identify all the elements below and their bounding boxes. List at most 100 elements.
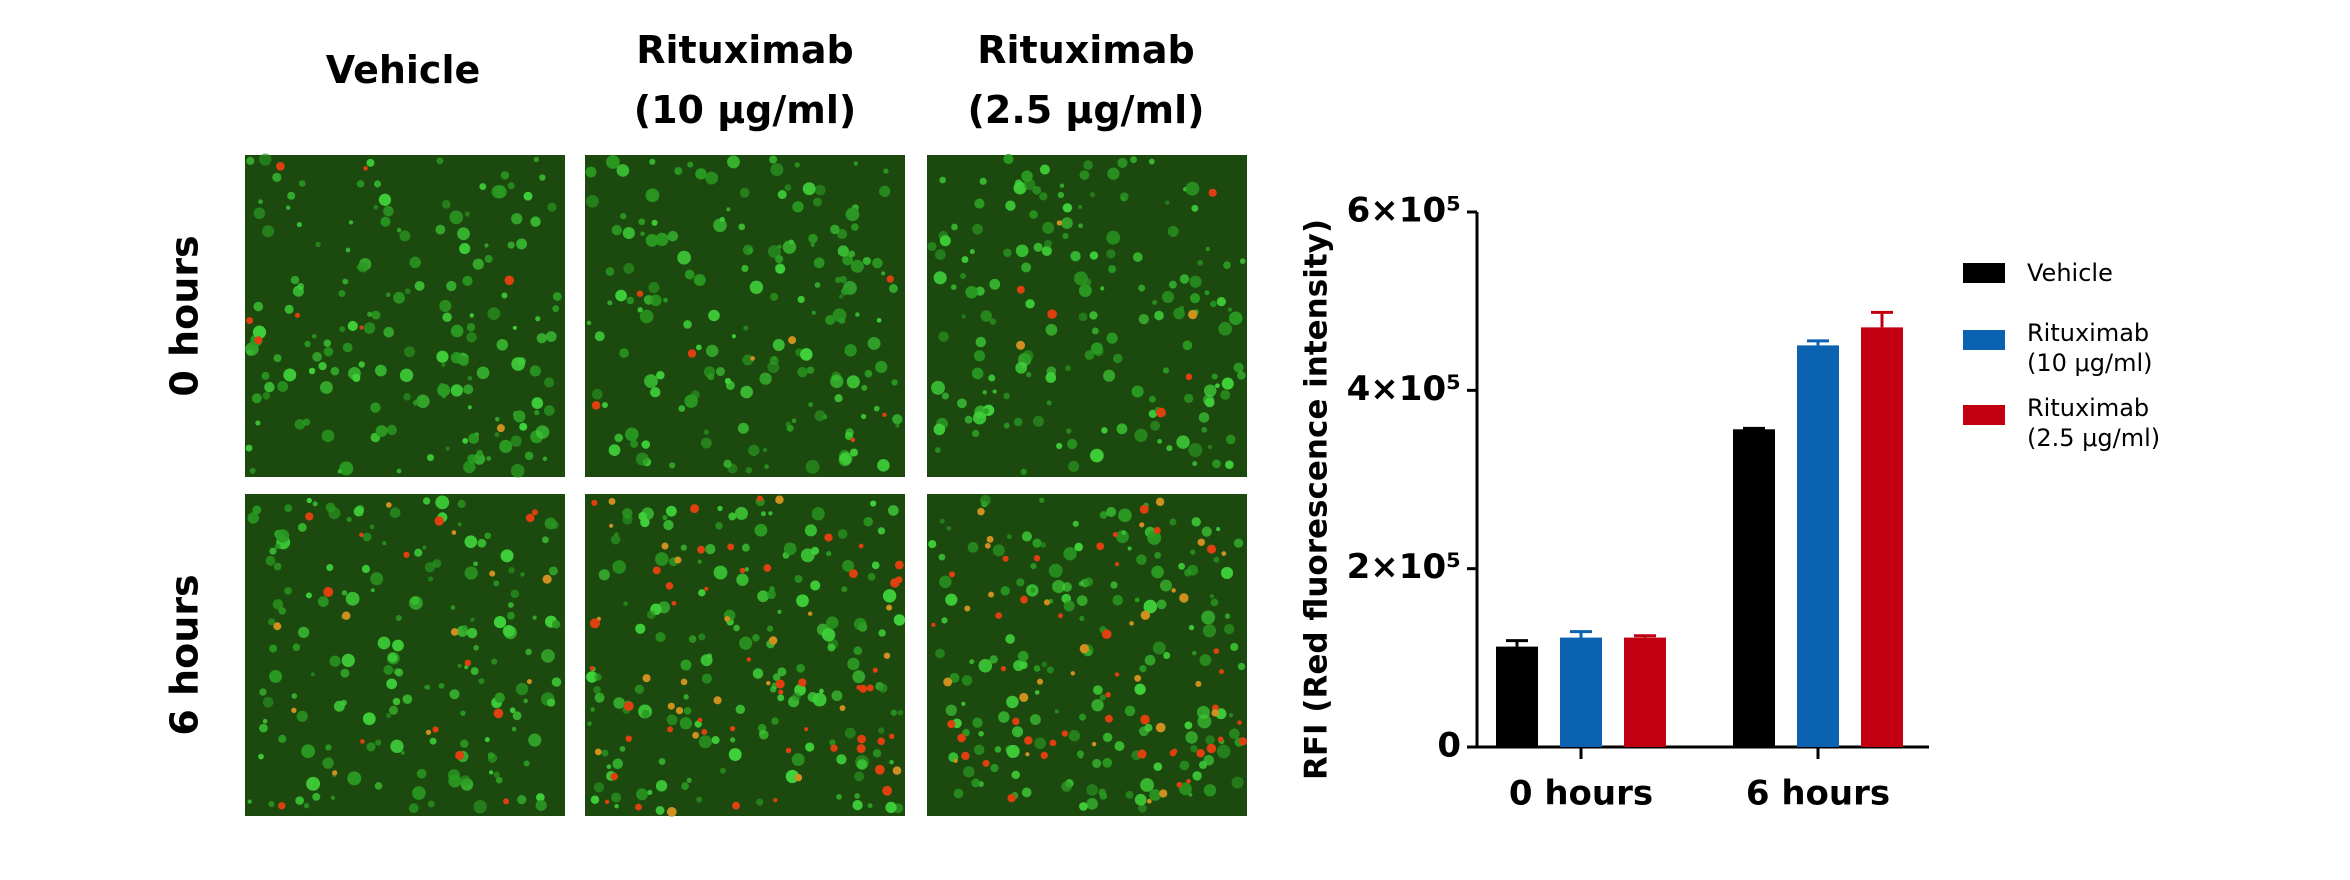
cell bbox=[1225, 434, 1236, 445]
cell bbox=[285, 205, 291, 210]
cell bbox=[467, 375, 473, 381]
cell bbox=[493, 185, 507, 199]
dead-cell bbox=[964, 605, 971, 612]
cell bbox=[321, 429, 335, 443]
cell bbox=[259, 153, 272, 166]
cell bbox=[813, 197, 822, 207]
cell bbox=[759, 729, 769, 740]
cell bbox=[738, 223, 746, 231]
legend-label: Rituximab (2.5 μg/ml) bbox=[2027, 394, 2161, 452]
cell bbox=[269, 547, 277, 555]
cell bbox=[645, 188, 660, 203]
cell bbox=[292, 285, 304, 297]
cell bbox=[745, 466, 753, 474]
cell bbox=[855, 312, 860, 317]
cell bbox=[1190, 549, 1196, 555]
dead-cell bbox=[697, 717, 703, 723]
cell bbox=[826, 616, 839, 629]
cell bbox=[447, 769, 460, 782]
cell bbox=[848, 250, 856, 258]
cell bbox=[822, 414, 828, 420]
dead-cell bbox=[892, 766, 902, 775]
cell bbox=[392, 639, 404, 652]
dead-cell bbox=[856, 744, 866, 754]
cell bbox=[284, 504, 293, 513]
cell bbox=[298, 626, 310, 638]
cell bbox=[424, 561, 436, 573]
cell bbox=[1131, 385, 1144, 398]
cell bbox=[408, 595, 423, 610]
cell bbox=[534, 409, 540, 416]
cell bbox=[889, 759, 894, 765]
cell bbox=[975, 286, 985, 296]
cell bbox=[283, 368, 297, 382]
dead-cell bbox=[332, 770, 338, 776]
cell bbox=[934, 249, 946, 261]
dead-cell bbox=[1196, 748, 1205, 758]
cell bbox=[399, 230, 411, 242]
cell bbox=[772, 673, 781, 681]
dead-cell bbox=[1114, 562, 1120, 567]
cell bbox=[845, 207, 860, 222]
cell bbox=[1149, 788, 1162, 801]
cell bbox=[544, 377, 555, 388]
cell bbox=[1039, 164, 1050, 175]
dead-cell bbox=[1218, 669, 1224, 675]
cell bbox=[345, 247, 351, 253]
cell bbox=[1114, 741, 1125, 752]
dead-cell bbox=[768, 636, 778, 645]
dead-cell bbox=[1020, 595, 1028, 604]
dead-cell bbox=[1105, 692, 1111, 698]
cell bbox=[460, 710, 466, 716]
dead-cell bbox=[794, 773, 803, 782]
cell bbox=[805, 742, 815, 752]
cell bbox=[1237, 662, 1246, 671]
cell bbox=[614, 532, 619, 537]
cell bbox=[679, 717, 693, 730]
cell bbox=[974, 198, 985, 209]
cell bbox=[777, 190, 787, 200]
cell bbox=[1203, 784, 1217, 797]
cell bbox=[259, 688, 267, 696]
dead-cell bbox=[713, 696, 722, 705]
dead-cell bbox=[984, 542, 991, 549]
cell bbox=[786, 424, 794, 432]
cell bbox=[852, 670, 866, 684]
cell bbox=[1204, 290, 1210, 296]
cell bbox=[1156, 599, 1167, 610]
dead-cell bbox=[503, 798, 510, 805]
cell bbox=[366, 158, 375, 167]
dead-cell bbox=[661, 542, 669, 550]
cell bbox=[1062, 232, 1069, 240]
cell bbox=[1015, 244, 1029, 258]
dead-cell bbox=[625, 735, 633, 742]
dead-cell bbox=[692, 731, 700, 739]
dead-cell bbox=[273, 622, 282, 631]
cell bbox=[301, 744, 315, 759]
cell bbox=[277, 380, 289, 392]
dead-cell bbox=[1139, 504, 1149, 514]
cell bbox=[450, 384, 463, 397]
cell bbox=[836, 754, 847, 765]
cell bbox=[532, 615, 537, 620]
cell bbox=[516, 238, 528, 250]
cell bbox=[613, 697, 625, 709]
cell bbox=[523, 191, 533, 201]
cell bbox=[698, 735, 712, 749]
cell bbox=[1127, 546, 1132, 551]
cell bbox=[383, 665, 394, 675]
cell bbox=[752, 668, 764, 679]
dead-cell bbox=[773, 798, 778, 803]
cell bbox=[601, 749, 609, 757]
cell bbox=[536, 793, 545, 802]
cell bbox=[891, 379, 898, 386]
cell bbox=[1005, 200, 1016, 211]
cell bbox=[705, 344, 719, 358]
dead-cell bbox=[610, 772, 619, 781]
cell bbox=[1032, 185, 1042, 195]
cell bbox=[499, 439, 513, 454]
cell bbox=[959, 272, 967, 280]
cell bbox=[1029, 210, 1038, 219]
dead-cell bbox=[824, 533, 833, 542]
dead-cell bbox=[1036, 678, 1044, 685]
